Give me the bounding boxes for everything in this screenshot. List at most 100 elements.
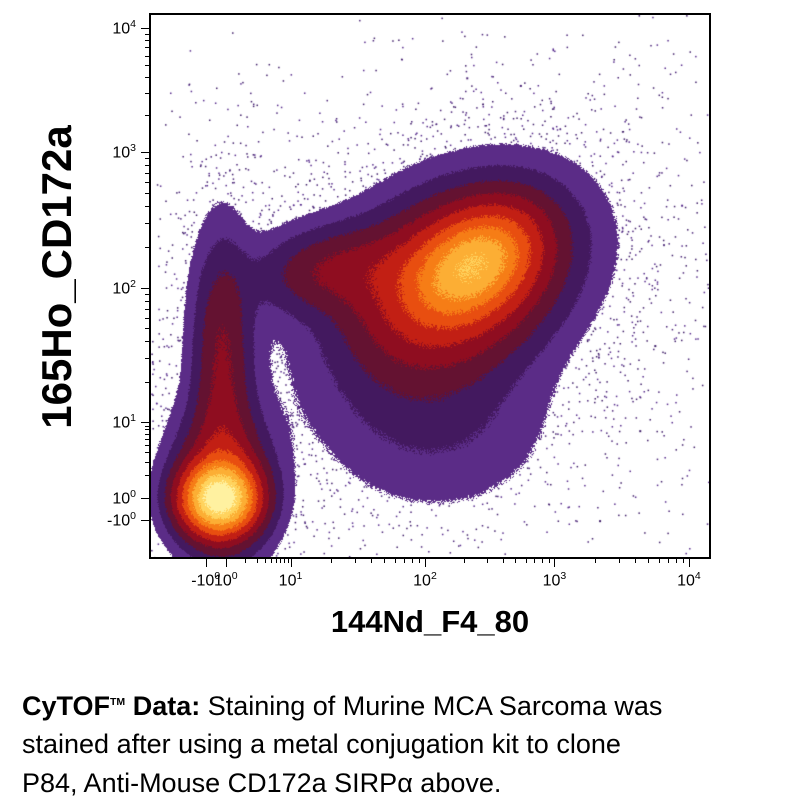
plot-frame xyxy=(149,13,711,559)
x-minor-tick xyxy=(648,559,650,563)
y-minor-tick xyxy=(145,182,149,184)
x-minor-tick xyxy=(330,559,332,563)
y-minor-tick xyxy=(145,381,149,383)
y-minor-tick xyxy=(145,223,149,225)
x-axis-label: 144Nd_F4_80 xyxy=(330,604,530,639)
x-minor-tick xyxy=(256,559,258,563)
y-minor-tick xyxy=(145,114,149,116)
y-tick-label: 103 xyxy=(112,142,136,162)
x-minor-tick xyxy=(502,559,504,563)
x-minor-tick xyxy=(280,559,282,563)
caption-line3: P84, Anti-Mouse CD172a SIRPα above. xyxy=(22,767,502,798)
y-major-tick xyxy=(141,288,149,290)
x-minor-tick xyxy=(384,559,386,563)
x-minor-tick xyxy=(486,559,488,563)
x-major-tick xyxy=(290,559,292,567)
y-minor-tick xyxy=(145,444,149,446)
x-minor-tick xyxy=(463,559,465,563)
y-minor-tick xyxy=(145,173,149,175)
y-minor-tick xyxy=(145,33,149,35)
x-major-tick xyxy=(424,559,426,567)
x-minor-tick xyxy=(354,559,356,563)
y-tick-label: 101 xyxy=(112,412,136,432)
y-minor-tick xyxy=(145,308,149,310)
y-minor-tick xyxy=(145,341,149,343)
x-minor-tick xyxy=(276,559,278,563)
caption-brand: CyTOF xyxy=(22,691,111,721)
y-minor-tick xyxy=(145,429,149,431)
x-minor-tick xyxy=(594,559,596,563)
y-minor-tick xyxy=(145,77,149,79)
y-minor-tick xyxy=(145,206,149,208)
caption-data-label: Data: xyxy=(125,691,201,721)
y-minor-tick xyxy=(145,438,149,440)
y-minor-tick xyxy=(145,425,149,427)
x-minor-tick xyxy=(287,559,289,563)
x-tick-label: 103 xyxy=(542,570,567,590)
x-minor-tick xyxy=(371,559,373,563)
x-major-tick xyxy=(225,559,227,567)
caption-line1: Staining of Murine MCA Sarcoma was xyxy=(200,691,663,721)
x-minor-tick xyxy=(411,559,413,563)
y-tick-label: -100 xyxy=(107,510,136,530)
y-minor-tick xyxy=(145,475,149,477)
y-axis-ticks: 104 103 102 101 100 -100 xyxy=(61,15,149,557)
y-minor-tick xyxy=(145,433,149,435)
y-minor-tick xyxy=(145,358,149,360)
x-minor-tick xyxy=(525,559,527,563)
caption-bold-prefix: CyTOFTM Data: xyxy=(22,691,200,721)
x-tick-label: 100 xyxy=(213,570,238,590)
y-minor-tick xyxy=(145,301,149,303)
y-minor-tick xyxy=(145,92,149,94)
y-minor-tick xyxy=(145,452,149,454)
x-minor-tick xyxy=(548,559,550,563)
x-minor-tick xyxy=(418,559,420,563)
x-minor-tick xyxy=(395,559,397,563)
y-minor-tick xyxy=(145,328,149,330)
x-major-tick xyxy=(554,559,556,567)
x-minor-tick xyxy=(675,559,677,563)
x-tick-label: 102 xyxy=(413,570,437,590)
y-minor-tick xyxy=(145,247,149,249)
y-major-tick xyxy=(141,28,149,29)
x-minor-tick xyxy=(534,559,536,563)
x-minor-tick xyxy=(618,559,620,563)
x-minor-tick xyxy=(635,559,637,563)
y-minor-tick xyxy=(145,193,149,195)
x-tick-label: 101 xyxy=(278,570,303,590)
y-major-tick xyxy=(141,422,149,424)
x-minor-tick xyxy=(245,559,247,563)
trademark-symbol: TM xyxy=(110,696,126,708)
x-minor-tick xyxy=(682,559,684,563)
y-major-tick xyxy=(141,152,149,154)
x-minor-tick xyxy=(515,559,517,563)
y-minor-tick xyxy=(145,165,149,167)
x-minor-tick xyxy=(284,559,286,563)
x-minor-tick xyxy=(271,559,272,563)
y-tick-label: 104 xyxy=(112,18,136,38)
y-minor-tick xyxy=(145,158,149,160)
x-major-tick xyxy=(688,559,690,567)
y-tick-label: 100 xyxy=(112,487,136,508)
y-major-tick xyxy=(141,520,149,522)
x-tick-label: 104 xyxy=(677,570,701,590)
y-minor-tick xyxy=(145,317,149,319)
y-minor-tick xyxy=(145,294,149,296)
y-minor-tick xyxy=(145,461,149,463)
density-plot-canvas xyxy=(151,15,709,557)
x-tick-label: -100 xyxy=(191,570,221,590)
caption-line2: stained after using a metal conjugation … xyxy=(22,729,621,760)
x-minor-tick xyxy=(659,559,661,563)
figure-caption: CyTOFTM Data: Staining of Murine MCA Sar… xyxy=(22,687,788,800)
x-minor-tick xyxy=(541,559,543,563)
x-axis-ticks: -100 100 101 102 103 104 xyxy=(151,559,709,605)
x-minor-tick xyxy=(668,559,670,563)
y-minor-tick xyxy=(145,40,149,42)
x-major-tick xyxy=(205,559,207,567)
y-minor-tick xyxy=(145,47,149,49)
x-minor-tick xyxy=(264,559,266,563)
y-minor-tick xyxy=(145,65,149,67)
y-major-tick xyxy=(141,497,149,499)
y-tick-label: 102 xyxy=(112,278,136,298)
